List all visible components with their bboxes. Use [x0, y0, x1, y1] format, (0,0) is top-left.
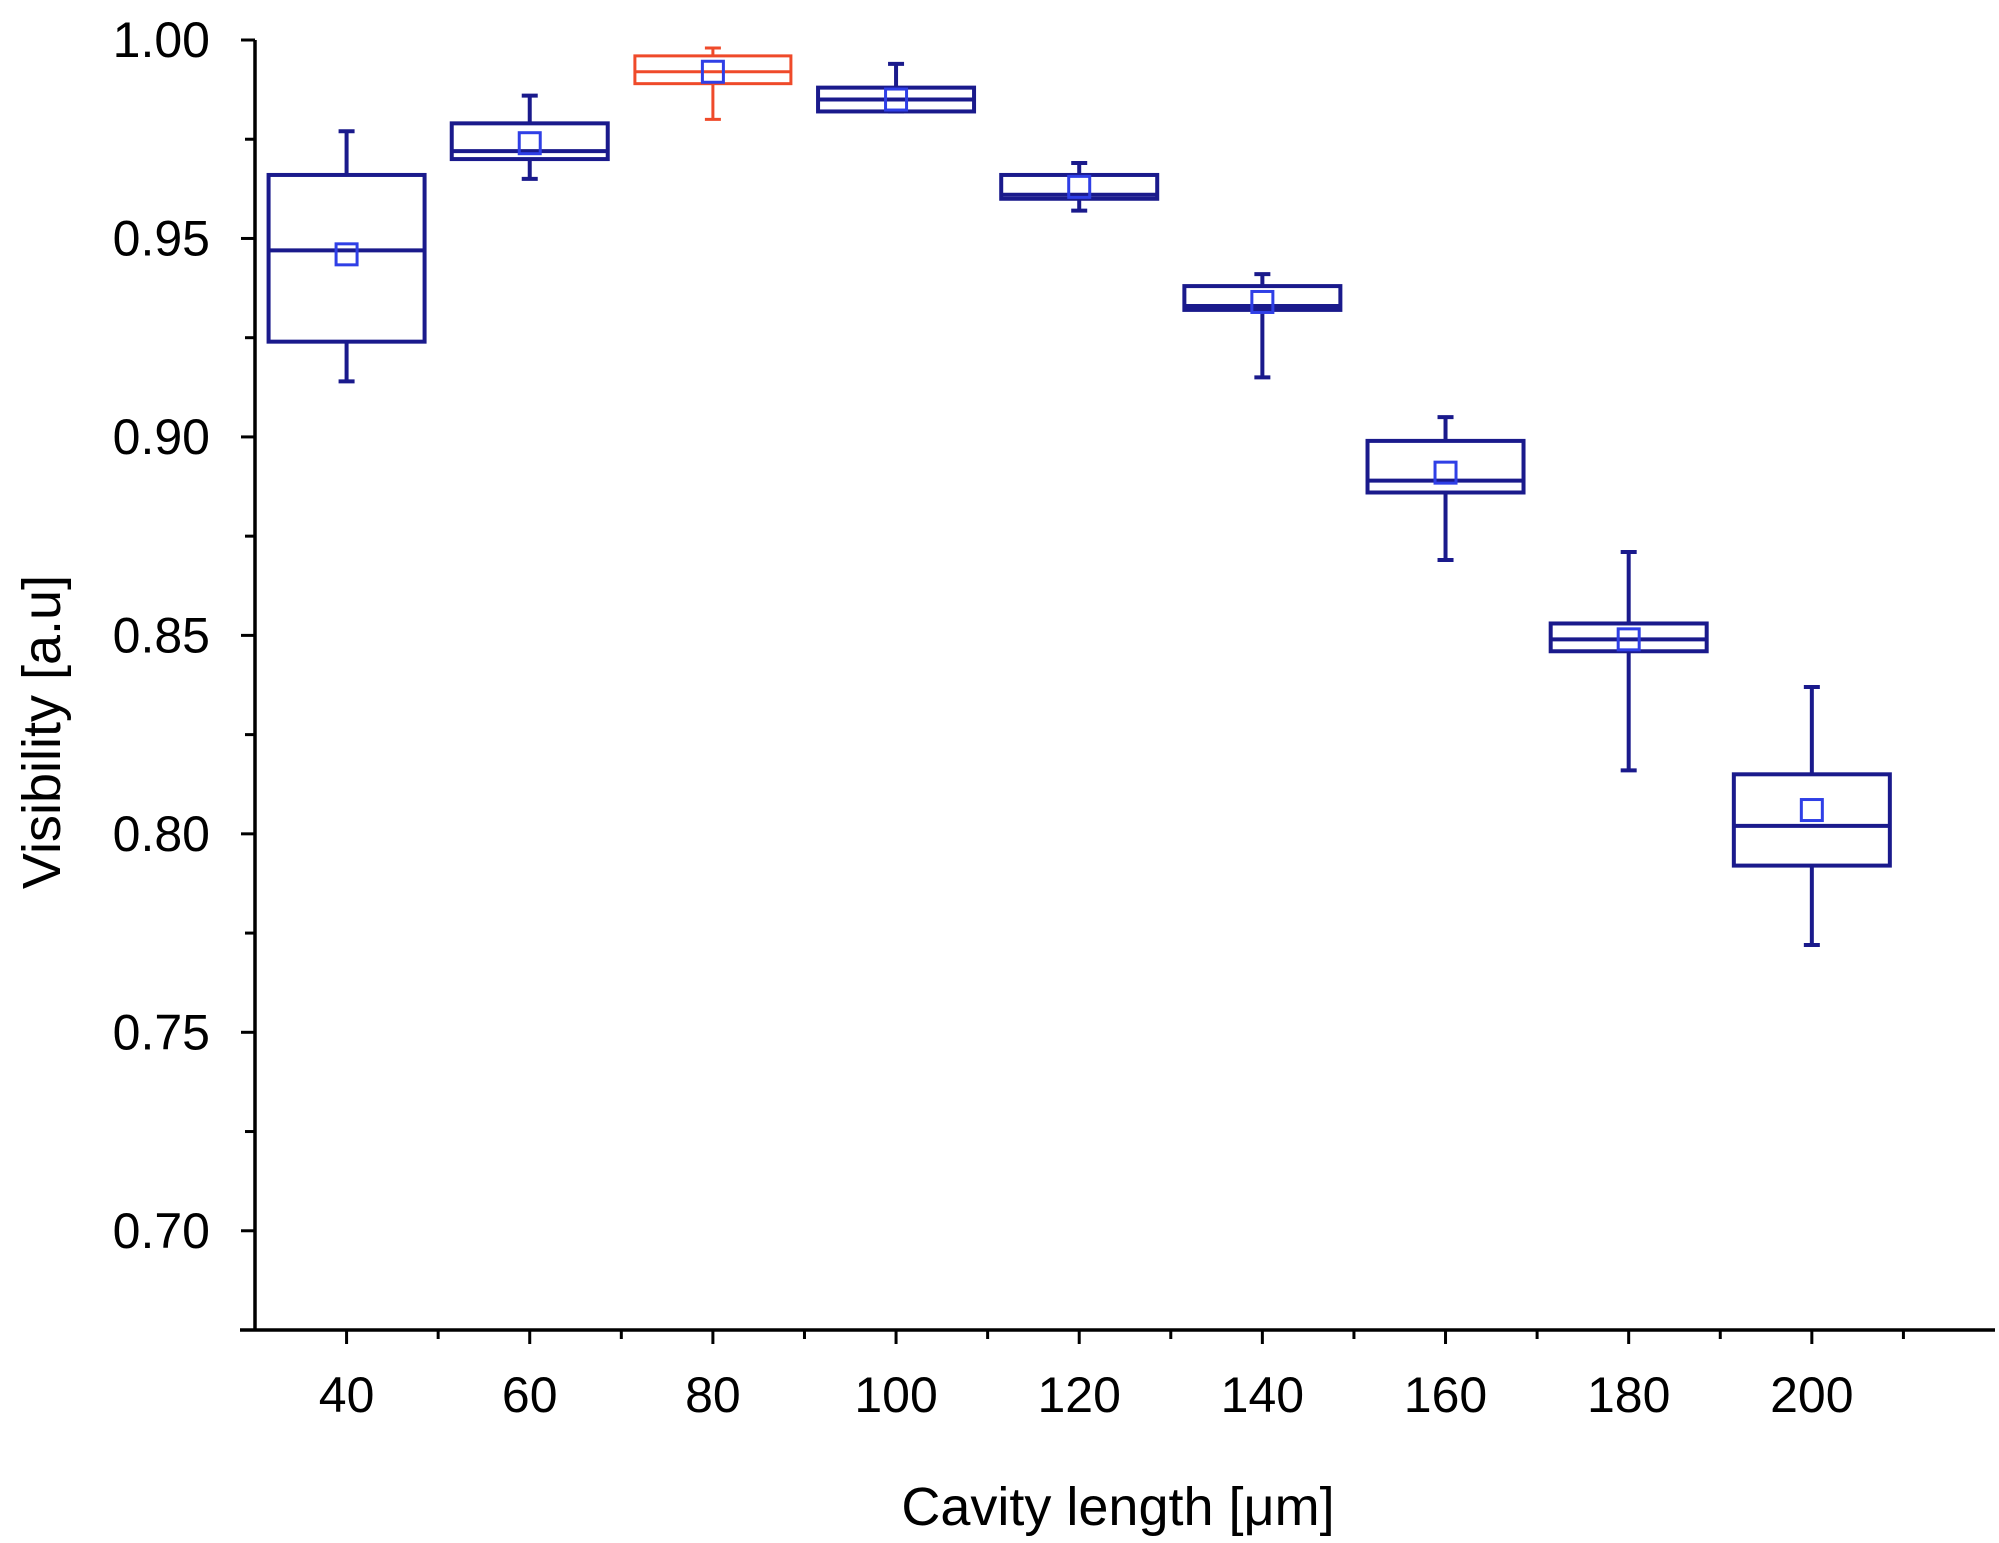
x-tick-label: 200 — [1770, 1367, 1853, 1423]
x-tick-label: 40 — [319, 1367, 375, 1423]
box-120 — [999, 161, 1160, 213]
mean-marker — [1433, 460, 1458, 485]
y-tick-label: 0.70 — [113, 1203, 210, 1259]
mean-marker — [1250, 289, 1275, 314]
iqr-box — [1731, 772, 1892, 868]
mean-marker — [334, 242, 359, 267]
x-tick-label: 180 — [1587, 1367, 1670, 1423]
axes — [240, 40, 1995, 1332]
mean-marker — [884, 87, 909, 112]
mean-marker — [700, 59, 725, 84]
mean-marker — [517, 131, 542, 156]
iqr-box — [266, 172, 427, 344]
x-tick-label: 60 — [502, 1367, 558, 1423]
mean-marker — [1067, 174, 1092, 199]
box-60 — [449, 93, 610, 181]
iqr-box — [449, 121, 610, 162]
y-tick-label: 1.00 — [113, 12, 210, 68]
y-tick-label: 0.80 — [113, 806, 210, 862]
x-tick-label: 80 — [685, 1367, 741, 1423]
box-200 — [1731, 684, 1892, 947]
box-100 — [816, 61, 977, 114]
mean-marker — [1616, 627, 1641, 652]
box-80 — [633, 46, 793, 121]
y-tick-label: 0.85 — [113, 607, 210, 663]
x-tick-label: 100 — [854, 1367, 937, 1423]
y-ticks: 0.70 0.75 0.80 0.85 0.90 0.95 1.00 — [113, 12, 255, 1259]
x-ticks: 40 60 80 100 120 140 160 180 200 — [319, 1330, 1905, 1423]
box-40 — [266, 129, 427, 384]
y-tick-label: 0.90 — [113, 409, 210, 465]
x-tick-label: 140 — [1221, 1367, 1304, 1423]
box-160 — [1365, 415, 1526, 562]
y-axis-title: Visibility [a.u] — [12, 575, 72, 889]
y-tick-label: 0.95 — [113, 210, 210, 266]
x-tick-label: 120 — [1037, 1367, 1120, 1423]
iqr-box — [1365, 438, 1526, 495]
plot-marks — [266, 46, 1892, 947]
box-140 — [1182, 272, 1343, 380]
mean-marker — [1799, 798, 1824, 823]
iqr-box — [1182, 284, 1343, 312]
x-tick-label: 160 — [1404, 1367, 1487, 1423]
y-tick-label: 0.75 — [113, 1004, 210, 1060]
x-axis-title: Cavity length [μm] — [901, 1477, 1334, 1537]
box-180 — [1548, 550, 1709, 773]
